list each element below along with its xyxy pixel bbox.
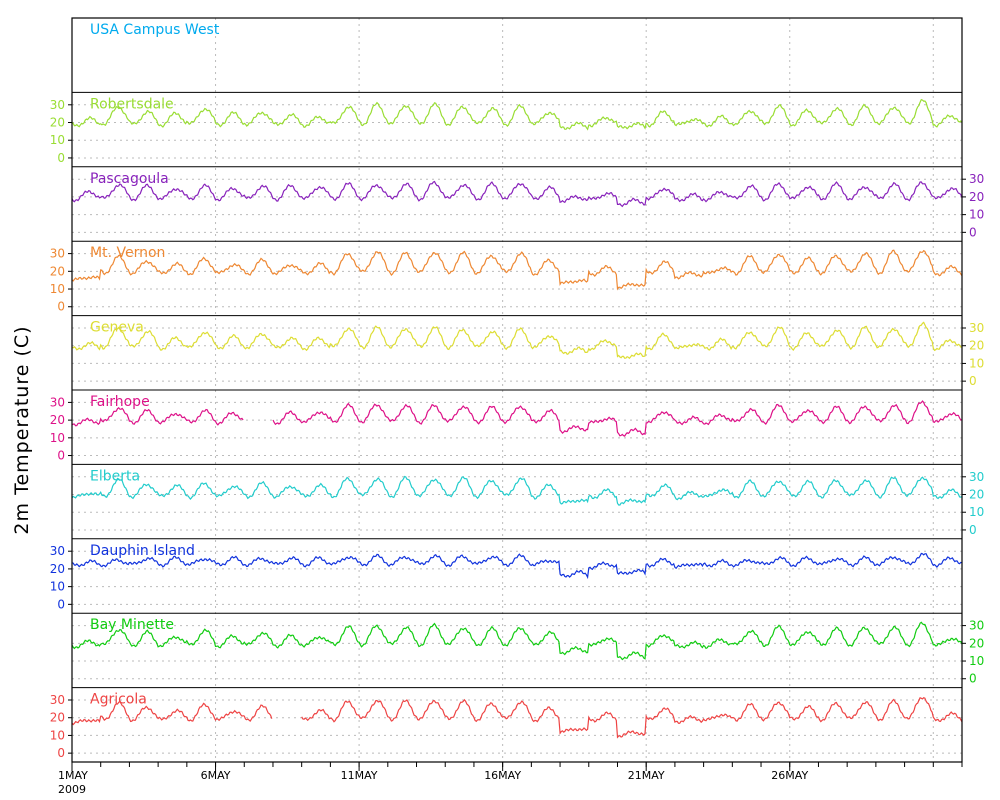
station-label: USA Campus West bbox=[90, 22, 220, 38]
y-tick-label: 0 bbox=[969, 672, 977, 686]
y-tick-label: 30 bbox=[50, 395, 65, 409]
y-tick-label: 20 bbox=[50, 116, 65, 130]
y-tick-label: 10 bbox=[50, 580, 65, 594]
y-tick-label: 0 bbox=[969, 523, 977, 537]
y-tick-label: 10 bbox=[50, 431, 65, 445]
station-label: Bay Minette bbox=[90, 617, 174, 633]
series-line bbox=[71, 400, 963, 437]
series-line bbox=[71, 621, 963, 661]
x-tick-label: 1MAY bbox=[58, 769, 88, 782]
y-tick-label: 10 bbox=[969, 654, 984, 668]
y-tick-label: 10 bbox=[50, 282, 65, 296]
series-line bbox=[71, 321, 963, 360]
y-tick-label: 10 bbox=[50, 133, 65, 147]
y-tick-label: 10 bbox=[969, 505, 984, 519]
station-label: Robertsdale bbox=[90, 96, 174, 112]
plot-frame bbox=[71, 17, 963, 763]
station-label: Dauphin Island bbox=[90, 543, 195, 559]
series-line bbox=[71, 249, 963, 291]
y-tick-label: 0 bbox=[57, 746, 65, 760]
y-tick-label: 30 bbox=[50, 247, 65, 261]
y-tick-label: 0 bbox=[969, 225, 977, 239]
x-tick-label: 26MAY bbox=[771, 769, 808, 782]
x-year-label: 2009 bbox=[58, 783, 86, 796]
x-tick-label: 21MAY bbox=[628, 769, 665, 782]
station-label: Agricola bbox=[90, 692, 147, 708]
x-tick-label: 16MAY bbox=[484, 769, 521, 782]
series-line bbox=[71, 696, 963, 739]
station-label: Pascagoula bbox=[90, 171, 169, 187]
y-tick-label: 30 bbox=[969, 321, 984, 335]
y-tick-label: 20 bbox=[50, 264, 65, 278]
station-label: Geneva bbox=[90, 320, 144, 336]
series-line bbox=[71, 475, 963, 506]
y-tick-label: 20 bbox=[969, 488, 984, 502]
station-label: Mt. Vernon bbox=[90, 245, 165, 261]
series-line bbox=[71, 180, 963, 208]
y-tick-label: 20 bbox=[50, 562, 65, 576]
x-tick-label: 11MAY bbox=[341, 769, 378, 782]
y-tick-label: 10 bbox=[969, 356, 984, 370]
y-tick-label: 0 bbox=[969, 374, 977, 388]
y-tick-label: 20 bbox=[50, 413, 65, 427]
y-tick-label: 0 bbox=[57, 151, 65, 165]
y-tick-label: 10 bbox=[50, 728, 65, 742]
y-tick-label: 0 bbox=[57, 300, 65, 314]
y-tick-label: 20 bbox=[969, 636, 984, 650]
series-line bbox=[71, 552, 963, 580]
y-tick-label: 10 bbox=[969, 208, 984, 222]
y-tick-label: 30 bbox=[969, 470, 984, 484]
y-tick-label: 0 bbox=[57, 449, 65, 463]
y-tick-label: 30 bbox=[50, 98, 65, 112]
series-line bbox=[71, 98, 963, 131]
y-tick-label: 30 bbox=[969, 172, 984, 186]
x-tick-label: 6MAY bbox=[201, 769, 231, 782]
y-axis-label-text: 2m Temperature (C) bbox=[11, 325, 33, 535]
station-label: Elberta bbox=[90, 468, 140, 484]
y-tick-label: 20 bbox=[969, 190, 984, 204]
y-tick-label: 20 bbox=[50, 711, 65, 725]
y-tick-label: 30 bbox=[50, 693, 65, 707]
y-tick-label: 30 bbox=[969, 619, 984, 633]
y-axis-label: 2m Temperature (C) bbox=[2, 300, 42, 560]
y-tick-label: 20 bbox=[969, 339, 984, 353]
y-tick-label: 0 bbox=[57, 597, 65, 611]
station-label: Fairhope bbox=[90, 394, 150, 410]
y-tick-label: 30 bbox=[50, 544, 65, 558]
